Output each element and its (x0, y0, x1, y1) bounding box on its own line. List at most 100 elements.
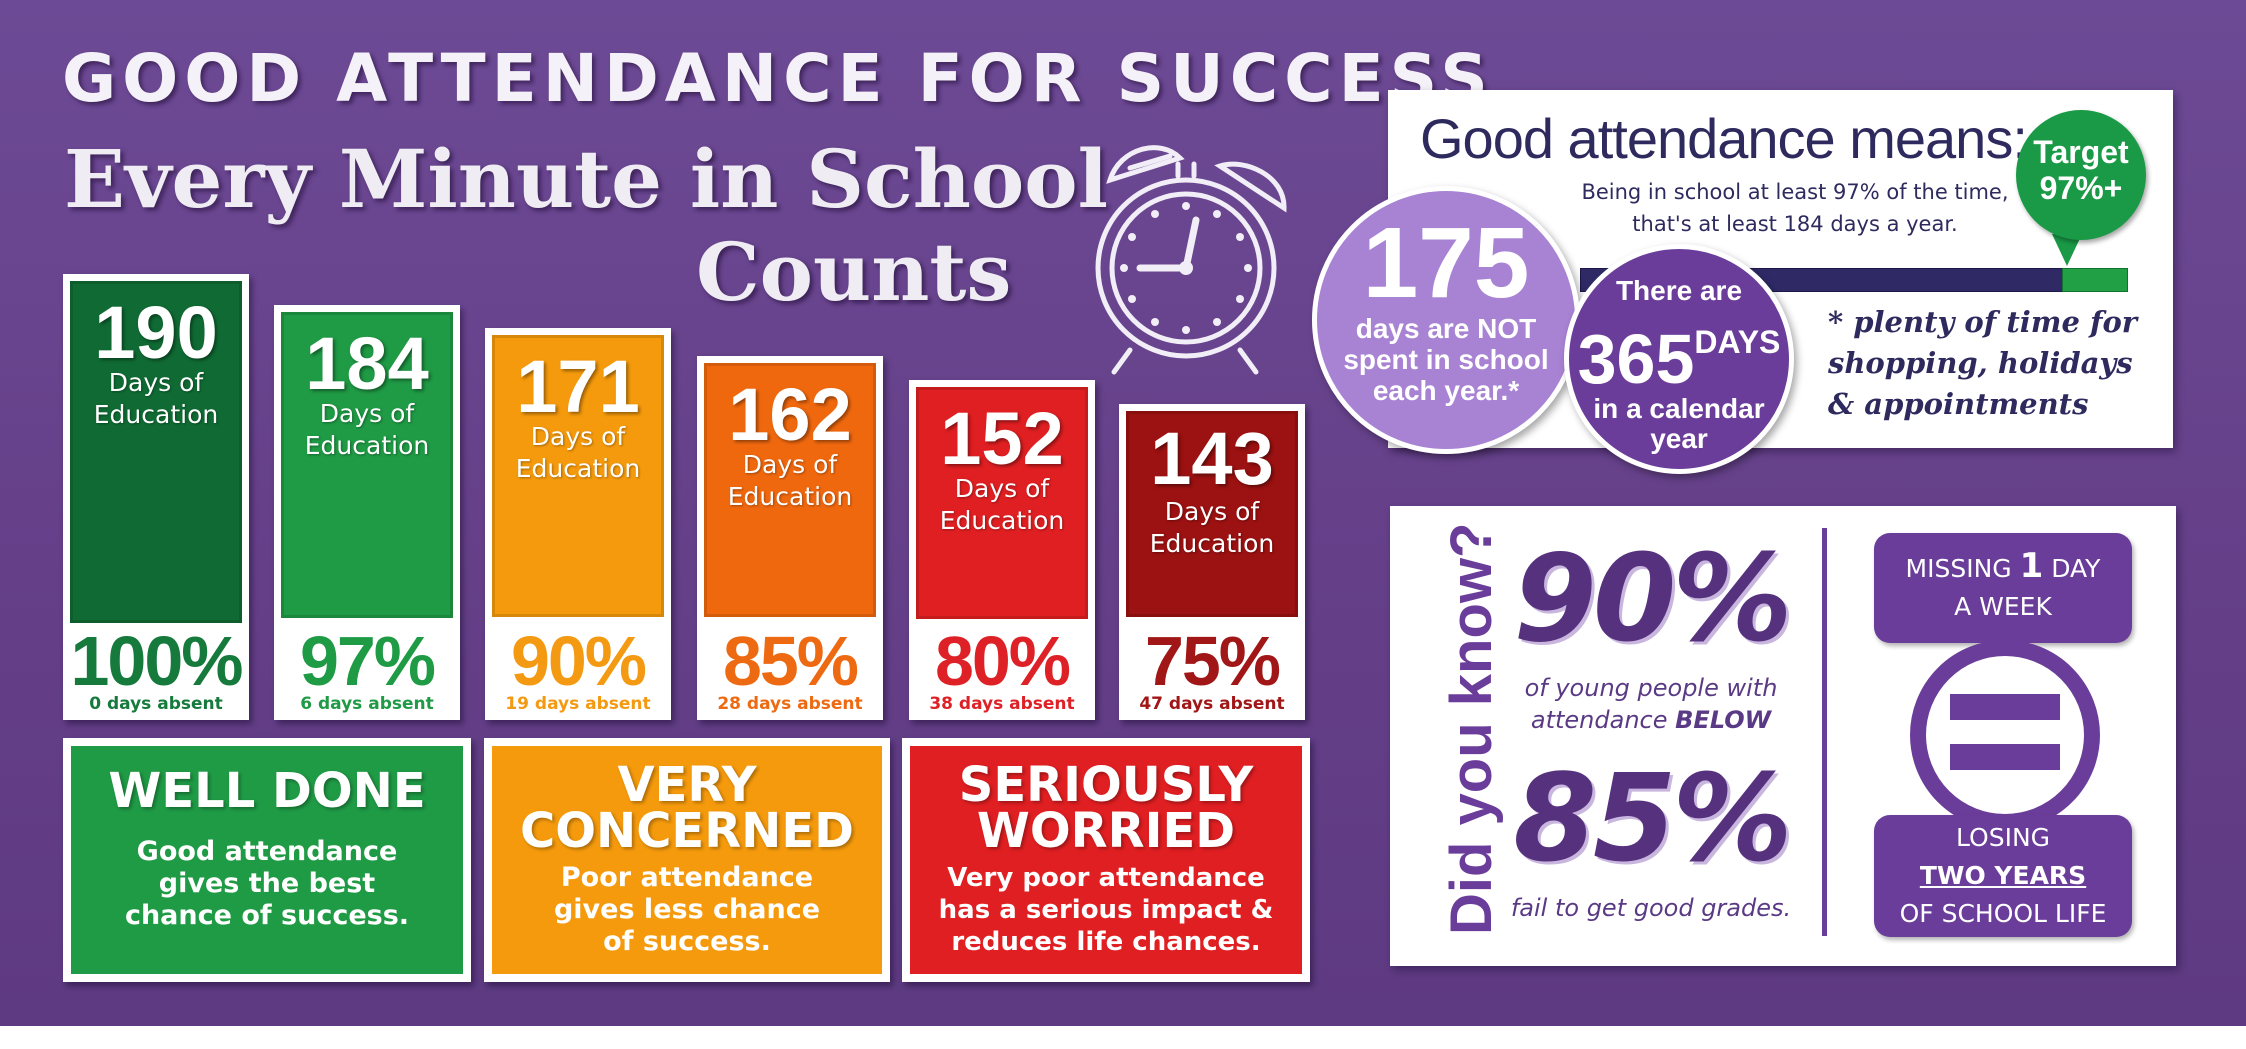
card-absent: 38 days absent (929, 694, 1075, 714)
circle-175-text: days are NOT spent in school each year.* (1343, 313, 1549, 406)
card-days: 184 (305, 322, 429, 405)
card-percent: 80% (934, 622, 1071, 700)
stat-90-percent: 90% (1513, 530, 1792, 669)
attendance-card-100: 190 Days of Education 100% 0 days absent (63, 274, 249, 720)
card-percent: 75% (1144, 622, 1281, 700)
equals-icon-top-bar (1950, 694, 2060, 720)
attendance-card-90: 171 Days of Education 90% 19 days absent (485, 328, 671, 720)
subtitle-line-1: Every Minute in School (64, 132, 1108, 226)
card-fill (492, 335, 664, 617)
card-fill (916, 387, 1088, 619)
card-absent: 19 days absent (505, 694, 651, 714)
card-label-line2: Education (304, 431, 430, 460)
card-label-line2: Education (515, 454, 641, 483)
infographic-board: GOOD ATTENDANCE FOR SUCCESS Every Minute… (0, 0, 2246, 1026)
card-label-line2: Education (93, 400, 219, 429)
equals-icon-bottom-bar (1950, 744, 2060, 770)
free-time-note: * plenty of time for shopping, holidays … (1828, 305, 2138, 421)
target-segment (2062, 268, 2128, 292)
missing-line-2: A WEEK (1954, 592, 2052, 621)
card-label-line1: Days of (530, 422, 626, 451)
card-fill (704, 363, 876, 617)
attendance-card-75: 143 Days of Education 75% 47 days absent (1119, 404, 1305, 720)
stat-90-text-pre: attendance (1530, 706, 1676, 734)
card-label-line2: Education (939, 506, 1065, 535)
message-body: Good attendance gives the best chance of… (124, 836, 410, 931)
card-absent: 47 days absent (1139, 694, 1285, 714)
card-percent: 100% (70, 622, 243, 700)
losing-line-1: LOSING (1955, 823, 2051, 852)
missing-post: DAY (2043, 554, 2101, 583)
circle-365-days: There are 365DAYS in a calendar year (1564, 244, 1794, 474)
subtitle-line-2: Counts (696, 225, 1012, 319)
message-body: Very poor attendance has a serious impac… (938, 863, 1274, 957)
card-label-line2: Education (1149, 529, 1275, 558)
circle-365-days-label: DAYS (1694, 324, 1781, 360)
card-fill (281, 312, 453, 618)
circle-365-bottom-1: in a calendar (1593, 393, 1765, 424)
losing-line-2: TWO YEARS (1919, 861, 2087, 890)
stat-90-text: of young people with attendance BELOW (1486, 672, 1816, 736)
main-title: GOOD ATTENDANCE FOR SUCCESS (62, 40, 1494, 117)
card-label-line1: Days of (319, 399, 415, 428)
card-absent: 6 days absent (300, 694, 434, 714)
card-absent: 28 days absent (717, 694, 863, 714)
stat-85-text: fail to get good grades. (1510, 894, 1792, 922)
message-heading: WELL DONE (108, 763, 426, 819)
circle-365-number: 365 (1577, 320, 1695, 398)
card-label-line1: Days of (108, 368, 204, 397)
attendance-card-80: 152 Days of Education 80% 38 days absent (909, 380, 1095, 720)
message-heading: VERY CONCERNED (520, 757, 854, 859)
message-body: Poor attendance gives less chance of suc… (553, 862, 821, 957)
losing-two-years-pill: LOSING TWO YEARS OF SCHOOL LIFE (1874, 815, 2132, 937)
message-seriously-worried: SERIOUSLY WORRIED Very poor attendance h… (902, 738, 1310, 982)
good-attendance-description: Being in school at least 97% of the time… (1570, 176, 2020, 240)
card-days: 171 (516, 345, 640, 428)
description-line-1: Being in school at least 97% of the time… (1581, 180, 2009, 204)
missing-number: 1 (2019, 546, 2044, 586)
description-line-2: that's at least 184 days a year. (1632, 212, 1958, 236)
message-well-done: WELL DONE Good attendance gives the best… (63, 738, 471, 982)
good-attendance-title: Good attendance means: (1420, 107, 2028, 170)
card-days: 152 (940, 397, 1064, 480)
target-value: 97%+ (2039, 170, 2123, 206)
vertical-divider (1822, 528, 1827, 936)
card-fill (1126, 411, 1298, 617)
stat-90-text-line-1: of young people with (1524, 674, 1778, 702)
message-heading: SERIOUSLY WORRIED (958, 757, 1254, 859)
message-fill: SERIOUSLY WORRIED Very poor attendance h… (910, 746, 1302, 974)
card-percent: 90% (510, 622, 647, 700)
card-label-line1: Days of (742, 450, 838, 479)
circle-365-number-row: 365DAYS (1569, 307, 1789, 394)
stat-90-text-line-2: attendance BELOW (1486, 704, 1816, 736)
card-fill (70, 281, 242, 623)
message-fill: WELL DONE Good attendance gives the best… (71, 746, 463, 974)
circle-365-bottom-2: year (1650, 423, 1708, 454)
card-label-line1: Days of (1164, 497, 1260, 526)
missing-one-day-pill: MISSING 1 DAY A WEEK (1874, 533, 2132, 643)
card-label-line1: Days of (954, 474, 1050, 503)
message-very-concerned: VERY CONCERNED Poor attendance gives les… (484, 738, 890, 982)
attendance-card-97: 184 Days of Education 97% 6 days absent (274, 305, 460, 720)
circle-175-days: 175 days are NOT spent in school each ye… (1312, 186, 1580, 454)
card-days: 162 (728, 373, 852, 456)
alarm-clock-icon (1095, 145, 1287, 375)
target-badge: Target 97%+ (2016, 110, 2146, 240)
target-label: Target (2033, 134, 2129, 170)
equals-ring (1910, 640, 2100, 830)
missing-pre: MISSING (1905, 554, 2020, 583)
card-label-line2: Education (727, 482, 853, 511)
stat-85-percent: 85% (1513, 750, 1792, 889)
attendance-card-85: 162 Days of Education 85% 28 days absent (697, 356, 883, 720)
card-percent: 85% (722, 622, 859, 700)
card-days: 190 (94, 291, 218, 374)
card-percent: 97% (299, 622, 436, 700)
losing-line-3: OF SCHOOL LIFE (1899, 899, 2107, 928)
circle-175-number: 175 (1362, 207, 1530, 319)
circle-365-top: There are (1615, 275, 1743, 306)
missing-line-1: MISSING 1 DAY (1874, 547, 2132, 588)
stat-90-text-below: BELOW (1675, 706, 1772, 734)
card-absent: 0 days absent (89, 694, 223, 714)
card-days: 143 (1150, 417, 1274, 500)
message-fill: VERY CONCERNED Poor attendance gives les… (492, 746, 882, 974)
